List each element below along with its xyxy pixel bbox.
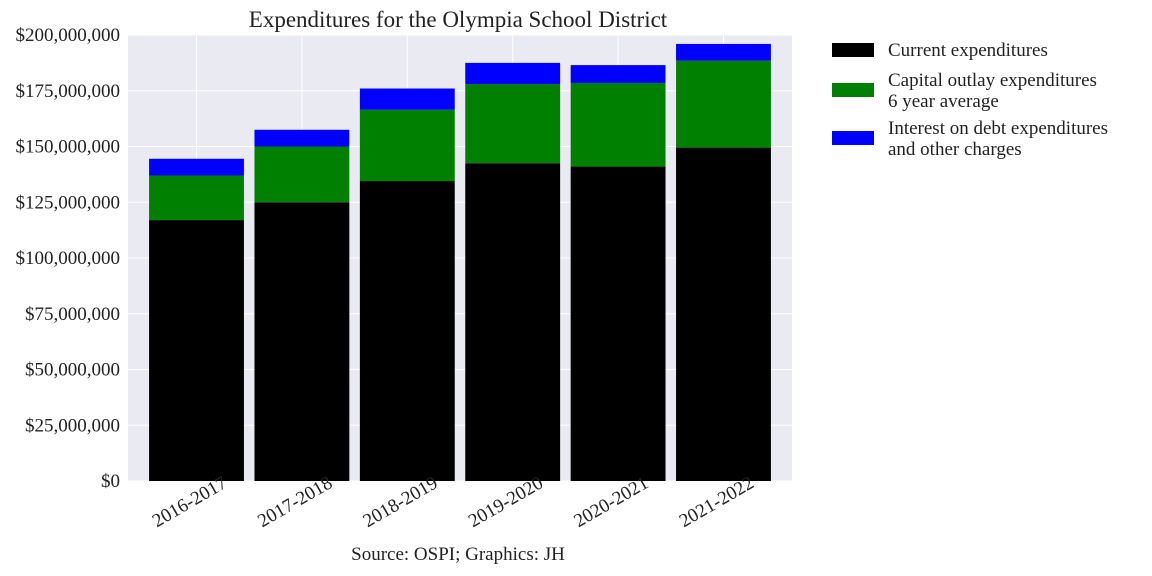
y-tick-label: $75,000,000 (25, 304, 120, 325)
bar-segment (149, 220, 244, 481)
x-axis-label: Source: OSPI; Graphics: JH (351, 544, 565, 565)
bar-segment (149, 175, 244, 221)
bar-segment (359, 181, 455, 481)
legend-swatch (832, 131, 874, 145)
legend-label: Capital outlay expenditures (888, 70, 1097, 91)
bar-segment (570, 166, 666, 481)
legend-swatch (832, 43, 874, 57)
bar-segment (359, 109, 455, 182)
y-tick-label: $0 (101, 471, 120, 492)
bar-segment (254, 146, 350, 203)
bar-segment (359, 88, 455, 110)
y-tick-label: $125,000,000 (16, 192, 121, 213)
y-tick-label: $50,000,000 (25, 360, 120, 381)
legend-swatch (832, 83, 874, 97)
legend-label-line2: and other charges (888, 139, 1022, 160)
bar-segment (676, 60, 771, 148)
legend: Current expenditures Capital outlay expen… (832, 40, 1108, 160)
bar-segment (570, 65, 666, 83)
y-axis: $0 $25,000,000 $50,000,000 $75,000,000 $100,… (16, 25, 121, 492)
y-tick-label: $150,000,000 (16, 137, 121, 158)
legend-label: Interest on debt expenditures (888, 118, 1108, 139)
bar-segment (465, 163, 561, 481)
chart-title: Expenditures for the Olympia School Dist… (249, 7, 668, 32)
bar-segment (149, 158, 244, 176)
bars (149, 43, 771, 482)
y-tick-label: $175,000,000 (16, 81, 121, 102)
legend-label-line2: 6 year average (888, 91, 999, 112)
y-tick-label: $100,000,000 (16, 248, 121, 269)
bar-segment (254, 202, 350, 481)
y-tick-label: $25,000,000 (25, 415, 120, 436)
bar-segment (676, 147, 771, 482)
bar-segment (254, 129, 350, 147)
bar-segment (570, 82, 666, 167)
y-tick-label: $200,000,000 (16, 25, 121, 46)
bar-segment (676, 43, 771, 61)
bar-segment (465, 84, 561, 164)
legend-label: Current expenditures (888, 40, 1048, 61)
bar-segment (465, 62, 561, 85)
